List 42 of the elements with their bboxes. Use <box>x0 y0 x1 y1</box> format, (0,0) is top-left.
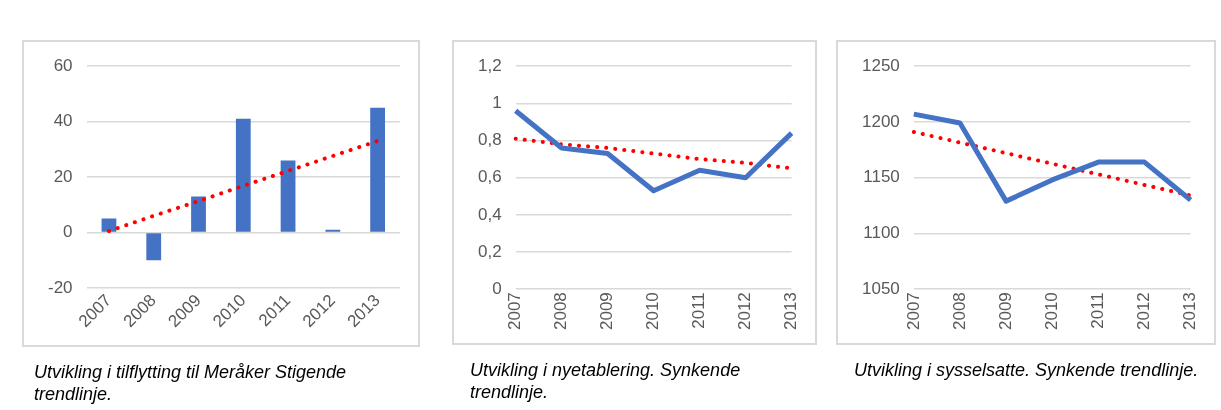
line-series <box>106 139 380 234</box>
x-tick-label: 2012 <box>735 292 755 331</box>
x-tick-label: 2011 <box>689 292 709 329</box>
y-tick-label: 1200 <box>861 111 900 131</box>
y-tick-label: 0 <box>492 278 502 298</box>
y-tick-label: 0,8 <box>477 130 502 150</box>
x-tick-label: 2007 <box>505 292 525 331</box>
x-tick-label: 2010 <box>1041 292 1061 331</box>
y-tick-label: 1250 <box>861 55 900 75</box>
bar <box>370 107 385 232</box>
line-series <box>911 129 1193 198</box>
y-tick-label: 0 <box>63 222 73 242</box>
bar <box>191 196 206 232</box>
x-tick-label: 2007 <box>903 292 923 331</box>
bar <box>325 229 341 232</box>
x-tick-label: 2012 <box>1134 292 1154 331</box>
y-tick-label: 40 <box>53 111 73 131</box>
text: Utvikling i sysselsatte. Synkende trendlinje. <box>854 359 1200 381</box>
y-tick-label: 60 <box>53 55 73 75</box>
x-tick-label: 2013 <box>781 292 801 331</box>
x-tick-label: 2008 <box>949 292 969 331</box>
text: Utvikling i nyetablering. Synkende trendlinje. <box>470 359 742 403</box>
y-tick-label: 1050 <box>861 278 900 298</box>
y-tick-label: 1 <box>492 93 502 113</box>
bar <box>146 233 162 261</box>
x-tick-label: 2013 <box>1180 292 1200 331</box>
x-tick-label: 2009 <box>597 292 617 331</box>
y-tick-label: 20 <box>53 166 73 186</box>
text: Utvikling i tilflytting til Meråker Stigende trendlinje. <box>34 361 348 405</box>
y-tick-label: 0,2 <box>477 241 502 261</box>
y-tick-label: 1,2 <box>477 55 502 75</box>
bar <box>280 160 296 232</box>
y-tick-label: 0,6 <box>477 167 502 187</box>
x-tick-label: 2010 <box>643 292 663 331</box>
y-tick-label: 0,4 <box>477 204 502 224</box>
bar <box>235 118 251 232</box>
x-tick-label: 2008 <box>551 292 571 331</box>
y-tick-label: -20 <box>47 277 73 297</box>
x-tick-label: 2009 <box>995 292 1015 331</box>
y-tick-label: 1100 <box>863 223 900 243</box>
x-tick-label: 2011 <box>1088 292 1108 329</box>
y-tick-label: 1150 <box>863 167 900 187</box>
